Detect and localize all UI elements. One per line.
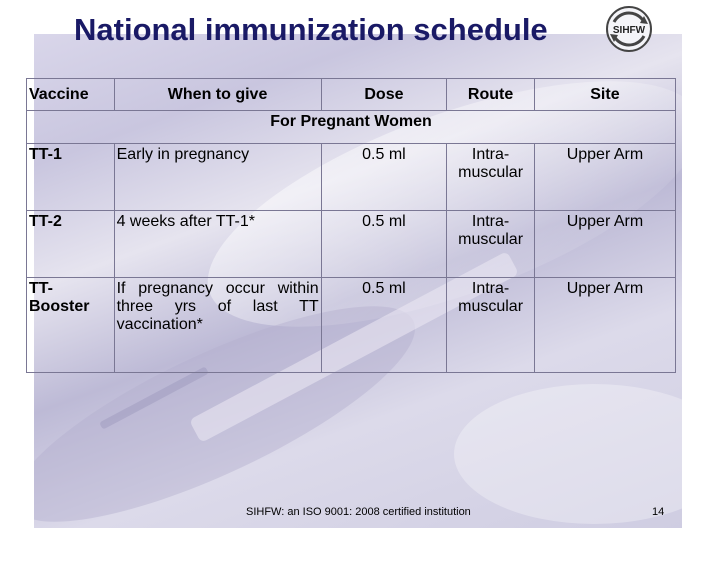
cell-dose: 0.5 ml [320, 210, 448, 278]
cell-when: 4 weeks after TT-1* [113, 210, 322, 278]
cell-vaccine: TT-2 [26, 210, 115, 278]
header-route: Route [446, 78, 535, 111]
cell-when: If pregnancy occur within three yrs of l… [113, 277, 322, 373]
cell-route: Intra-muscular [446, 210, 535, 278]
cell-site: Upper Arm [533, 210, 677, 278]
table-row: TT-1 Early in pregnancy 0.5 ml Intra-mus… [26, 143, 677, 211]
cell-dose: 0.5 ml [320, 143, 448, 211]
cell-route: Intra-muscular [446, 277, 535, 373]
logo-text: SIHFW [613, 25, 646, 36]
page-number: 14 [652, 506, 665, 518]
cell-vaccine: TT-Booster [26, 277, 115, 373]
table-row: TT-2 4 weeks after TT-1* 0.5 ml Intra-mu… [26, 210, 677, 278]
header-vaccine: Vaccine [26, 78, 115, 111]
cell-route: Intra-muscular [446, 143, 535, 211]
cell-site: Upper Arm [533, 143, 677, 211]
table-header-row: Vaccine When to give Dose Route Site [26, 78, 677, 111]
group-label: For Pregnant Women [26, 110, 676, 144]
table-row: TT-Booster If pregnancy occur within thr… [26, 277, 677, 373]
header-site: Site [533, 78, 677, 111]
page-title: National immunization schedule [74, 12, 548, 47]
header-when-to-give: When to give [113, 78, 322, 111]
header-dose: Dose [320, 78, 448, 111]
sihfw-logo-icon: SIHFW [606, 6, 652, 52]
cell-vaccine: TT-1 [26, 143, 115, 211]
cell-site: Upper Arm [533, 277, 677, 373]
cell-when: Early in pregnancy [113, 143, 322, 211]
immunization-table: Vaccine When to give Dose Route Site For… [26, 78, 677, 373]
cell-dose: 0.5 ml [320, 277, 448, 373]
footer-text: SIHFW: an ISO 9001: 2008 certified insti… [246, 506, 471, 518]
group-row: For Pregnant Women [26, 110, 676, 144]
